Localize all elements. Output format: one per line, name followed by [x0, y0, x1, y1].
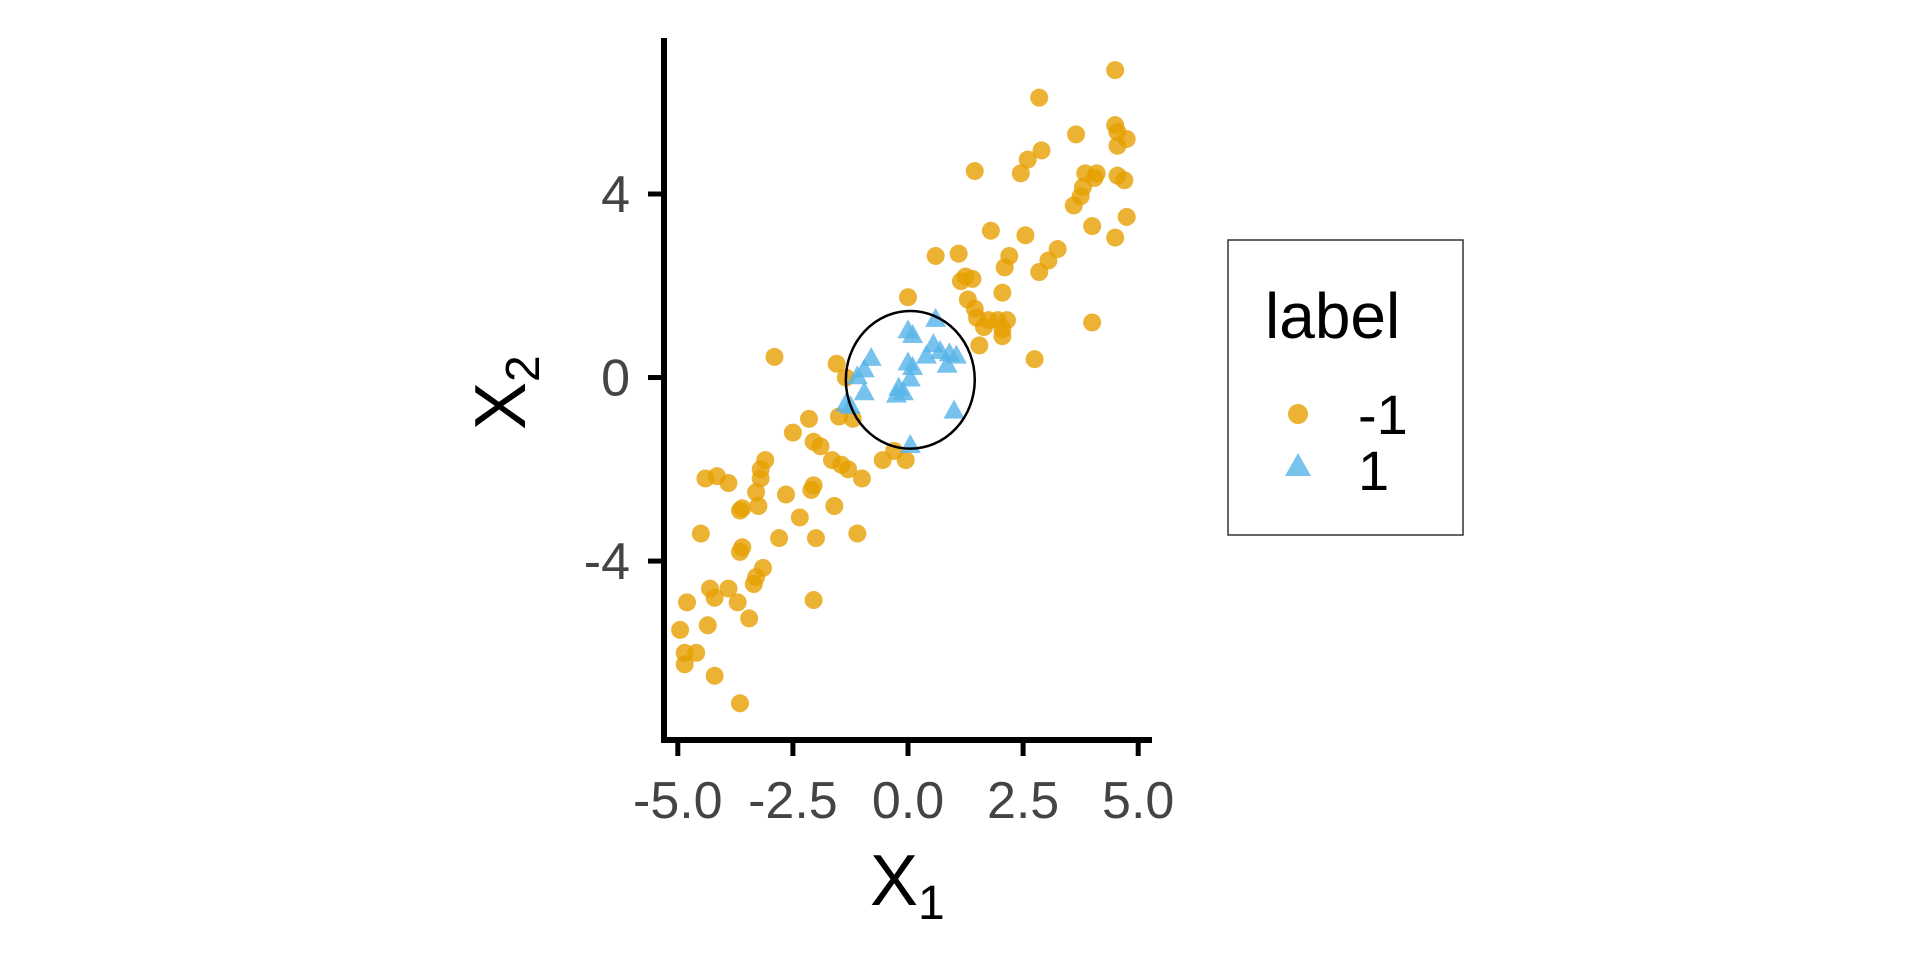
data-point-circle: [1067, 125, 1086, 144]
data-point-circle: [852, 469, 871, 488]
data-point-circle: [802, 480, 821, 499]
data-point-circle: [1030, 263, 1049, 281]
data-point-circle: [827, 354, 846, 373]
data-point-circle: [1032, 141, 1051, 160]
data-point-triangle: [943, 399, 965, 419]
data-point-circle: [751, 469, 770, 488]
data-point-circle: [995, 258, 1014, 277]
data-point-circle: [698, 616, 717, 635]
data-point-circle: [1018, 150, 1037, 169]
plot-area: [671, 61, 1136, 713]
data-point-circle: [974, 318, 993, 337]
data-point-circle: [744, 575, 763, 593]
data-point-circle: [719, 474, 738, 493]
y-axis-title: X2: [461, 355, 550, 430]
data-point-circle: [993, 283, 1012, 302]
data-point-circle: [740, 609, 759, 628]
data-point-circle: [1115, 171, 1134, 190]
data-point-circle: [691, 524, 710, 543]
data-point-circle: [777, 485, 795, 504]
x-tick-label: 2.5: [987, 772, 1059, 830]
data-point-triangle: [860, 346, 882, 366]
legend-label-one: 1: [1358, 439, 1389, 502]
data-point-circle: [678, 593, 697, 612]
data-point-triangle: [945, 344, 967, 364]
data-point-circle: [806, 529, 825, 548]
data-point-circle: [770, 529, 789, 548]
data-point-circle: [949, 244, 968, 263]
y-tick-label: 4: [601, 166, 630, 224]
data-point-circle: [1083, 217, 1102, 236]
legend-title: label: [1265, 280, 1400, 352]
data-point-circle: [765, 347, 784, 366]
x-tick-label: -2.5: [748, 772, 838, 830]
legend-box: [1227, 239, 1464, 536]
data-point-circle: [970, 336, 989, 355]
data-point-circle: [926, 246, 945, 265]
data-point-triangle: [936, 353, 958, 373]
data-point-circle: [1106, 61, 1125, 80]
series-minus-one-points: [671, 61, 1136, 713]
data-point-circle: [749, 497, 768, 515]
legend: label -1 1: [1227, 239, 1464, 536]
data-point-circle: [1025, 350, 1044, 369]
data-point-circle: [728, 593, 747, 612]
x-tick-label: 5.0: [1102, 772, 1174, 830]
data-point-circle: [963, 269, 982, 288]
data-point-circle: [671, 620, 690, 639]
data-point-triangle: [915, 344, 937, 364]
data-point-circle: [1064, 196, 1083, 215]
data-point-circle: [705, 666, 724, 685]
legend-key-triangle: [1285, 453, 1311, 476]
data-point-triangle: [846, 365, 868, 385]
data-point-circle: [1016, 226, 1035, 245]
y-tick-label: 0: [601, 350, 630, 408]
data-point-triangle: [902, 356, 924, 376]
data-point-circle: [965, 162, 984, 181]
data-point-circle: [1117, 207, 1136, 226]
y-tick-label: -4: [584, 533, 630, 591]
data-point-circle: [730, 694, 749, 713]
data-point-circle: [896, 451, 915, 470]
x-tick-label: -5.0: [633, 772, 723, 830]
x-axis-ticks: -5.0 -2.5 0.0 2.5 5.0: [633, 740, 1174, 830]
data-point-circle: [1108, 136, 1127, 155]
data-point-circle: [747, 483, 766, 502]
data-point-circle: [839, 460, 858, 479]
data-point-circle: [1011, 164, 1030, 183]
data-point-triangle: [899, 367, 921, 387]
x-tick-label: 0.0: [872, 772, 944, 830]
data-point-circle: [981, 221, 1000, 240]
legend-label-minus-one: -1: [1358, 383, 1408, 446]
data-point-circle: [825, 497, 844, 515]
y-axis-ticks: -4 0 4: [584, 166, 664, 591]
data-point-circle: [730, 542, 749, 561]
data-point-circle: [848, 524, 867, 543]
data-point-triangle: [899, 434, 921, 454]
data-point-triangle: [853, 381, 875, 401]
data-point-circle: [1083, 313, 1102, 332]
data-point-circle: [675, 655, 694, 674]
data-point-circle: [705, 588, 724, 607]
series-one-points: [835, 307, 967, 454]
decision-boundary-ellipse: [844, 309, 977, 450]
data-point-circle: [993, 327, 1012, 346]
data-point-circle: [783, 423, 802, 442]
data-point-circle: [899, 288, 917, 307]
x-axis-title: X1: [870, 841, 945, 930]
data-point-circle: [790, 508, 809, 527]
data-point-circle: [800, 409, 819, 428]
data-point-circle: [1030, 88, 1049, 107]
data-point-circle: [719, 579, 738, 598]
data-point-circle: [804, 591, 823, 610]
data-point-circle: [730, 501, 749, 520]
data-point-circle: [811, 437, 830, 456]
data-point-circle: [1106, 228, 1125, 247]
legend-key-circle: [1288, 404, 1308, 424]
data-point-triangle: [885, 383, 907, 403]
data-point-circle: [843, 409, 862, 428]
data-point-triangle: [902, 323, 924, 343]
